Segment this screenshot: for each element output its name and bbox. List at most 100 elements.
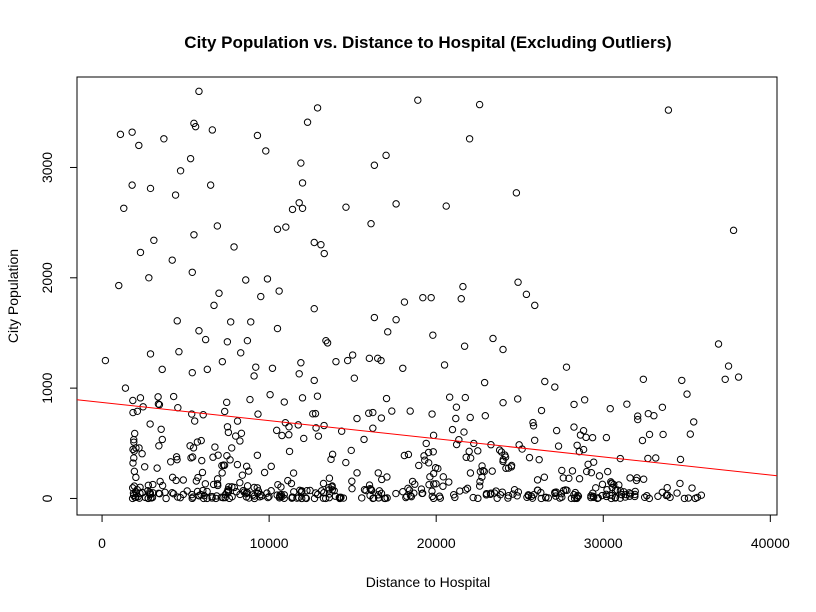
data-point	[135, 494, 144, 502]
data-point	[734, 373, 743, 381]
data-point	[167, 458, 175, 466]
data-point	[570, 400, 578, 409]
data-point	[145, 274, 153, 282]
data-point	[537, 494, 545, 503]
data-point	[602, 433, 611, 442]
data-point	[339, 494, 348, 502]
data-point	[400, 298, 409, 306]
data-point	[510, 486, 519, 494]
data-point	[442, 202, 450, 210]
data-point	[573, 493, 581, 502]
data-point	[179, 476, 187, 484]
data-point	[392, 489, 400, 498]
data-point	[298, 487, 306, 495]
data-point	[664, 106, 673, 114]
data-point	[408, 477, 417, 486]
data-point	[504, 464, 513, 472]
data-point	[138, 450, 146, 458]
data-point	[421, 456, 429, 464]
data-point	[231, 432, 240, 440]
data-point	[332, 357, 340, 366]
data-point	[290, 488, 298, 496]
data-point	[237, 349, 245, 357]
data-point	[575, 447, 584, 456]
data-point	[466, 454, 475, 462]
data-point	[644, 409, 652, 418]
data-point	[504, 492, 513, 500]
data-point	[149, 480, 157, 489]
data-point	[314, 432, 323, 440]
data-point	[325, 493, 334, 502]
data-points	[101, 87, 743, 503]
data-point	[652, 454, 660, 462]
data-point	[459, 282, 467, 291]
data-point	[320, 421, 328, 430]
data-point	[213, 222, 222, 230]
data-point	[288, 205, 297, 214]
data-point	[479, 467, 487, 475]
data-point	[218, 469, 226, 477]
data-point	[195, 87, 203, 96]
data-point	[432, 480, 440, 488]
data-point	[540, 473, 549, 481]
data-point	[633, 474, 641, 482]
data-point	[190, 231, 198, 239]
data-point	[565, 474, 573, 483]
data-point	[360, 435, 368, 444]
data-point	[451, 493, 459, 502]
data-point	[201, 335, 210, 344]
data-point	[530, 436, 539, 444]
data-point	[116, 130, 125, 139]
data-point	[136, 394, 145, 402]
data-point	[328, 482, 336, 490]
data-point	[223, 398, 231, 407]
data-point	[348, 477, 356, 485]
data-point	[382, 151, 390, 160]
data-point	[348, 351, 357, 359]
data-point	[176, 167, 185, 175]
data-point	[461, 486, 470, 494]
data-point	[226, 318, 235, 326]
data-point	[297, 359, 305, 367]
data-point	[120, 204, 128, 212]
plot-area-frame	[76, 76, 778, 516]
data-point	[457, 295, 465, 303]
data-point	[211, 443, 219, 451]
data-point	[638, 436, 647, 445]
regression-line	[76, 399, 778, 477]
data-point	[280, 398, 288, 406]
data-point	[414, 96, 422, 104]
data-point	[714, 340, 723, 348]
data-point	[514, 395, 522, 403]
data-point	[370, 161, 379, 169]
data-point	[367, 485, 375, 494]
x-tick-label: 30000	[584, 535, 623, 551]
data-point	[265, 492, 273, 501]
data-point	[400, 451, 409, 460]
data-point	[129, 459, 137, 467]
x-axis: 0 10000 20000 30000 40000	[98, 515, 790, 551]
data-point	[215, 289, 223, 297]
data-point	[221, 493, 229, 502]
data-point	[676, 479, 684, 488]
data-point	[295, 370, 303, 378]
y-tick-label: 0	[39, 494, 55, 502]
data-point	[721, 375, 729, 383]
data-point	[367, 220, 375, 228]
data-point	[223, 423, 232, 431]
data-point	[144, 481, 153, 489]
data-point	[243, 482, 252, 490]
data-point	[561, 486, 570, 494]
data-point	[240, 488, 248, 496]
data-point	[173, 455, 181, 464]
data-point	[128, 484, 137, 492]
data-point	[136, 248, 145, 257]
data-point	[683, 390, 691, 398]
data-point	[469, 493, 477, 502]
data-point	[158, 435, 166, 444]
data-point	[220, 461, 229, 470]
data-point	[513, 492, 521, 500]
data-point	[595, 472, 604, 480]
data-point	[133, 407, 142, 416]
data-point	[187, 454, 195, 462]
